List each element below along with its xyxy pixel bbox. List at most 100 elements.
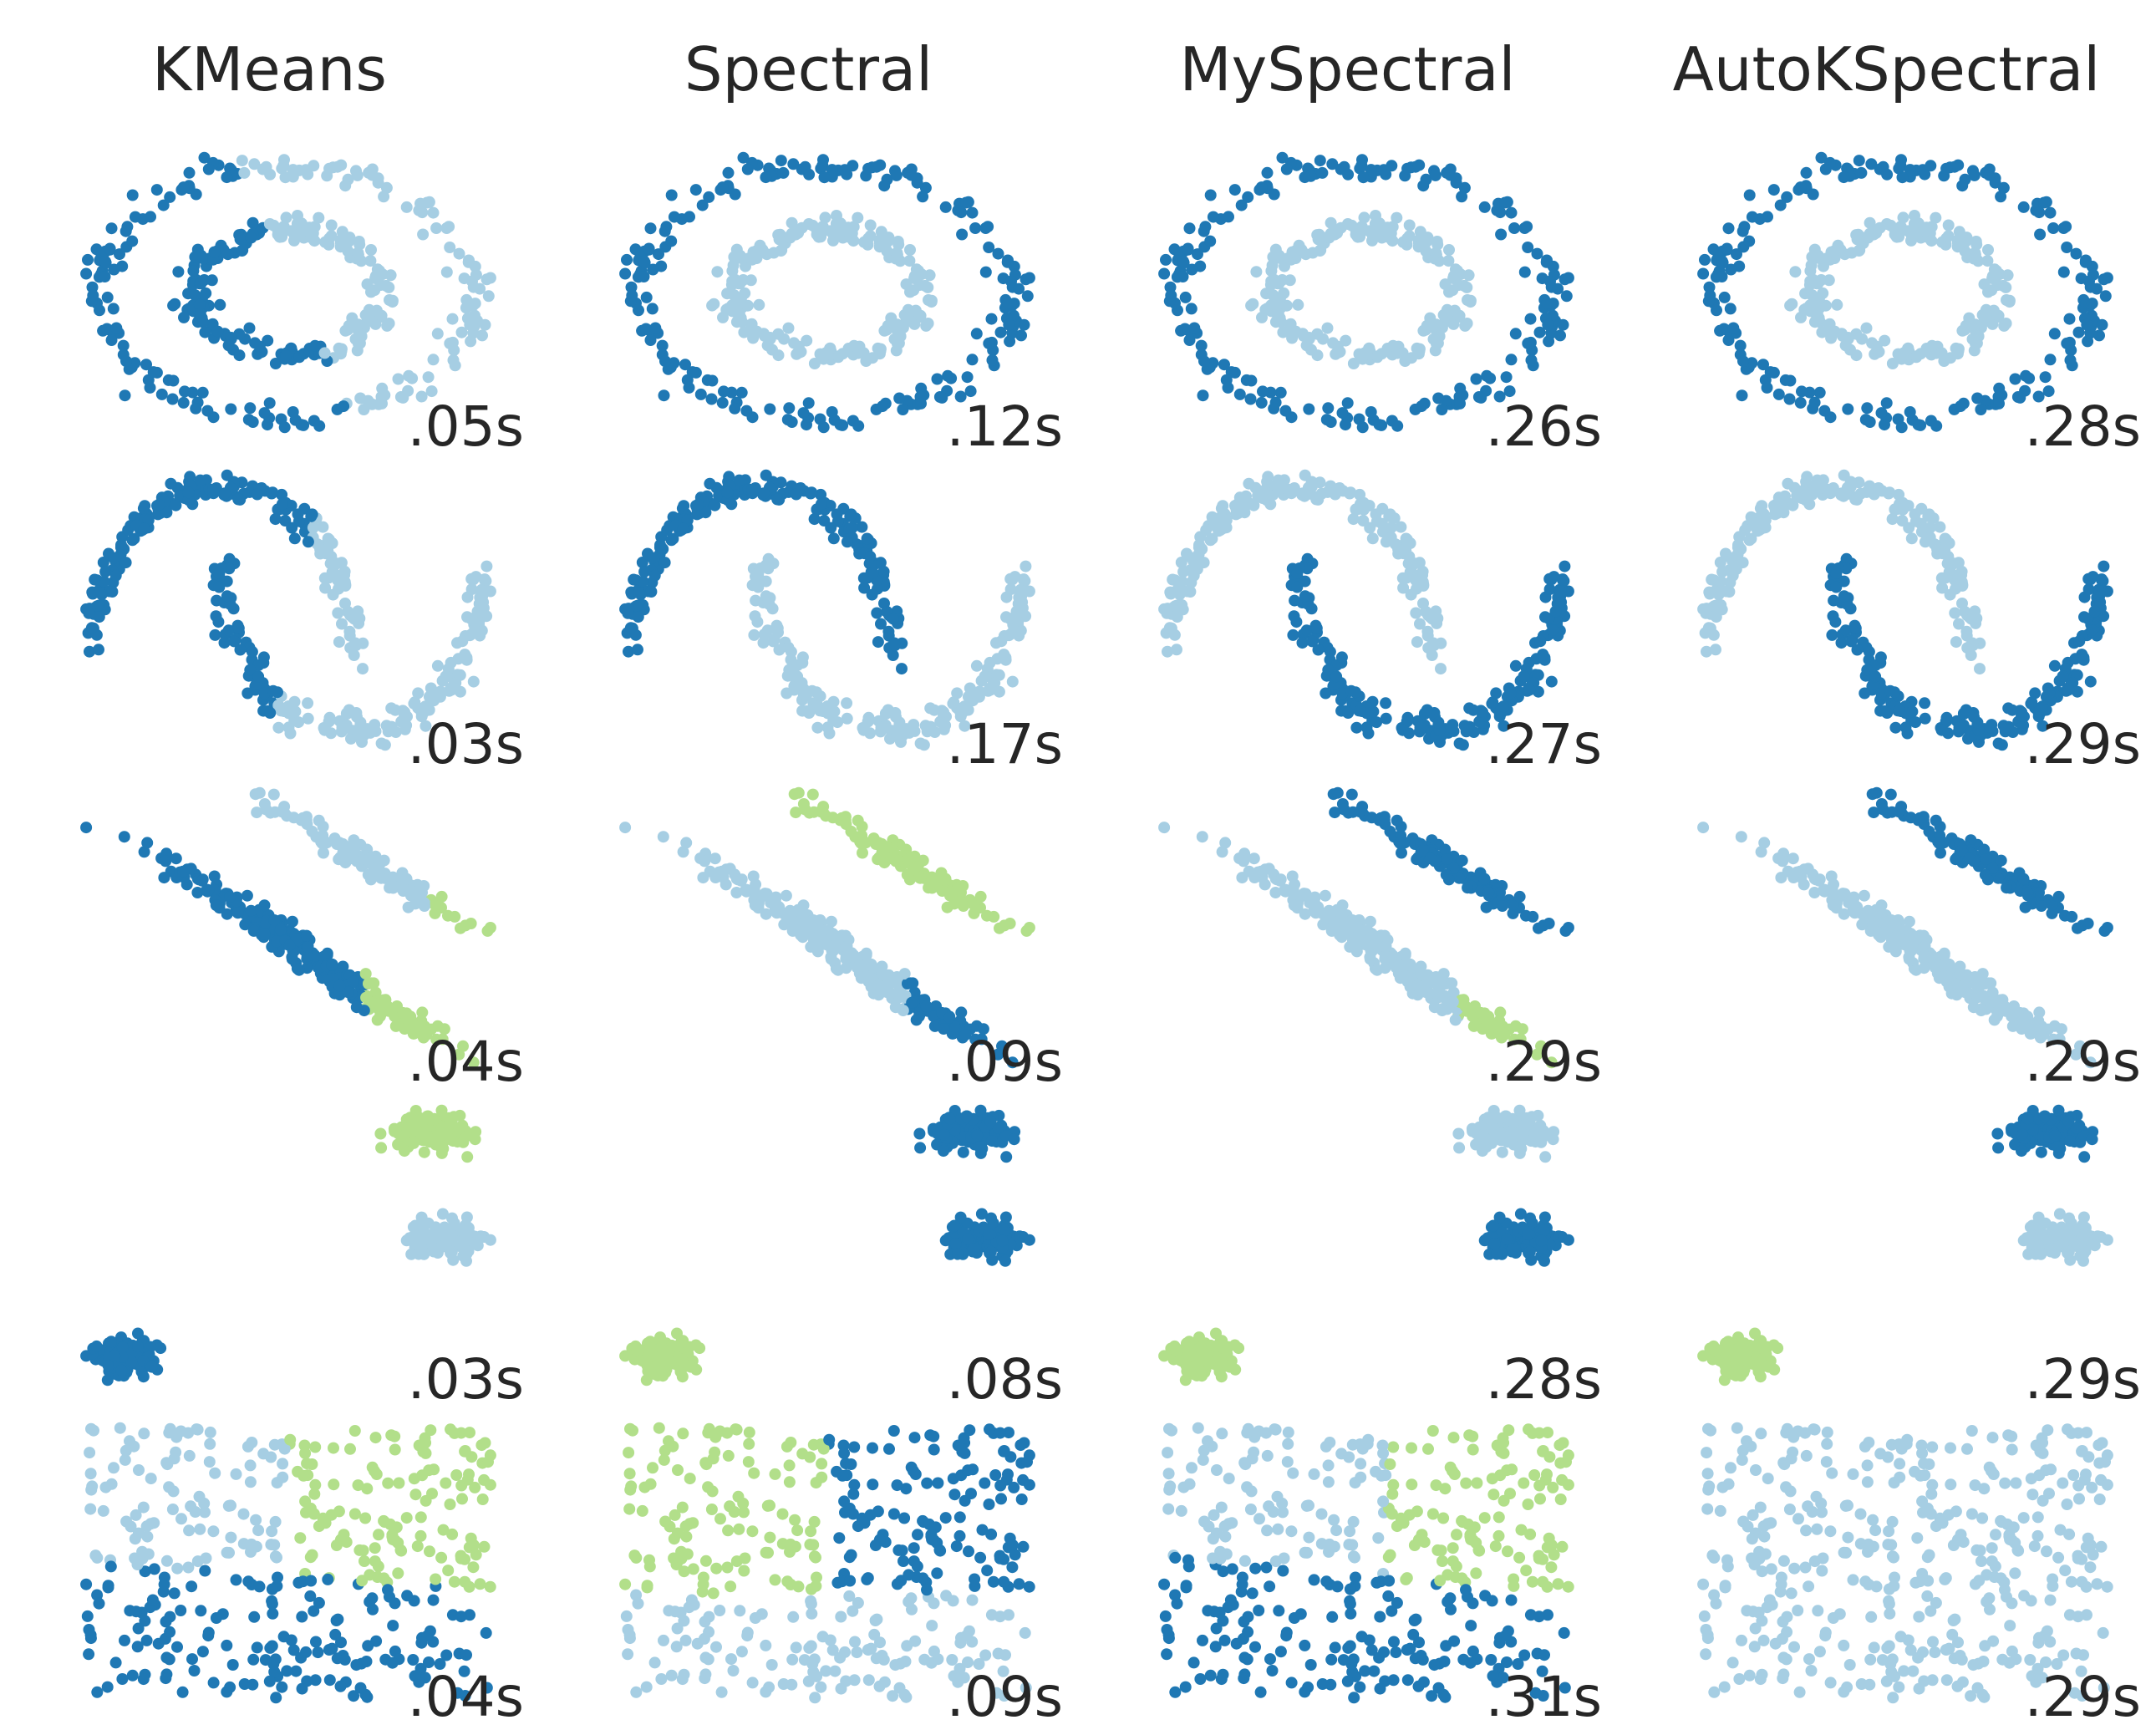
scatter-point — [995, 635, 1008, 648]
scatter-point — [1925, 160, 1937, 172]
scatter-panel-moons-autokspectral: .29s — [1655, 443, 2156, 777]
scatter-point — [818, 171, 831, 184]
scatter-point — [1508, 1033, 1521, 1046]
scatter-point — [2086, 624, 2098, 636]
scatter-point — [1945, 567, 1957, 579]
scatter-point — [2033, 1006, 2046, 1019]
scatter-point — [1552, 282, 1564, 295]
scatter-point — [1557, 575, 1569, 587]
scatter-point — [658, 225, 671, 237]
scatter-point — [214, 298, 226, 311]
scatter-point — [319, 582, 332, 594]
scatter-point — [1453, 737, 1466, 750]
scatter-point — [1350, 721, 1363, 734]
scatter-point — [699, 506, 712, 519]
scatter-point — [1435, 663, 1447, 675]
scatter-point — [198, 151, 211, 164]
scatter-point — [1969, 318, 1981, 331]
scatter-point — [339, 180, 352, 192]
scatter-point — [358, 404, 370, 415]
scatter-point — [1955, 565, 1968, 578]
scatter-point — [1845, 635, 1858, 648]
scatter-point — [704, 477, 716, 490]
scatter-panel-circles-spectral: .12s — [577, 125, 1078, 460]
scatter-point — [1411, 636, 1423, 649]
scatter-point — [1755, 846, 1767, 858]
scatter-point — [1288, 899, 1300, 912]
scatter-point — [119, 225, 132, 237]
scatter-point — [1904, 406, 1916, 418]
scatter-point — [454, 685, 466, 698]
scatter-point — [1386, 235, 1399, 247]
scatter-point — [807, 914, 820, 926]
scatter-point — [763, 891, 775, 903]
scatter-point — [1219, 837, 1232, 849]
scatter-point — [1782, 477, 1794, 490]
scatter-point — [1930, 211, 1942, 224]
scatter-point — [2066, 910, 2078, 923]
scatter-point — [1881, 168, 1894, 181]
scatter-point — [1289, 325, 1302, 338]
scatter-point — [907, 977, 919, 990]
scatter-point — [99, 271, 111, 282]
scatter-point — [280, 211, 292, 224]
scatter-point — [1373, 419, 1386, 431]
scatter-point — [1555, 596, 1568, 608]
scatter-point — [1171, 644, 1182, 656]
scatter-point — [825, 915, 837, 928]
scatter-point — [783, 664, 796, 676]
scatter-point — [819, 211, 831, 224]
scatter-point — [1441, 853, 1453, 865]
scatter-point — [890, 169, 903, 181]
scatter-point — [1893, 498, 1905, 511]
scatter-point — [201, 405, 214, 417]
scatter-point — [1813, 386, 1826, 399]
scatter-point — [1966, 637, 1979, 649]
scatter-point — [1868, 488, 1880, 501]
scatter-point — [354, 716, 367, 729]
scatter-point — [992, 247, 1004, 260]
scatter-point — [1884, 788, 1897, 801]
scatter-point — [1477, 706, 1489, 719]
scatter-point — [1287, 628, 1299, 641]
scatter-point — [2035, 900, 2047, 912]
scatter-point — [1971, 392, 1984, 405]
scatter-point — [808, 358, 821, 369]
scatter-point — [914, 309, 927, 322]
scatter-point — [872, 342, 884, 354]
scatter-point — [376, 397, 388, 410]
scatter-point — [1396, 347, 1409, 359]
scatter-point — [1710, 611, 1722, 623]
scatter-point — [245, 904, 257, 917]
scatter-point — [791, 670, 804, 683]
scatter-point — [1975, 404, 1987, 415]
scatter-point — [1911, 227, 1924, 240]
scatter-point — [1336, 407, 1349, 420]
scatter-point — [852, 420, 865, 432]
scatter-point — [1819, 884, 1832, 896]
scatter-point — [969, 1033, 982, 1046]
scatter-point — [185, 862, 197, 875]
scatter-point — [647, 263, 659, 276]
scatter-point — [1216, 846, 1228, 858]
scatter-point — [782, 322, 795, 334]
scatter-point — [1367, 705, 1380, 718]
scatter-point — [1831, 298, 1843, 311]
scatter-point — [349, 333, 362, 345]
scatter-point — [622, 607, 634, 619]
scatter-point — [1813, 874, 1825, 887]
scatter-point — [752, 567, 765, 579]
scatter-point — [106, 586, 119, 598]
scatter-point — [1715, 575, 1727, 588]
scatter-point — [797, 407, 810, 420]
scatter-point — [244, 664, 257, 676]
scatter-point — [99, 566, 112, 578]
scatter-point — [1384, 825, 1396, 837]
scatter-point — [1325, 416, 1337, 428]
scatter-point — [740, 405, 753, 417]
scatter-point — [461, 1151, 474, 1163]
scatter-point — [288, 532, 301, 545]
scatter-point — [1547, 624, 1559, 636]
scatter-point — [273, 231, 286, 243]
scatter-point — [1198, 355, 1210, 368]
